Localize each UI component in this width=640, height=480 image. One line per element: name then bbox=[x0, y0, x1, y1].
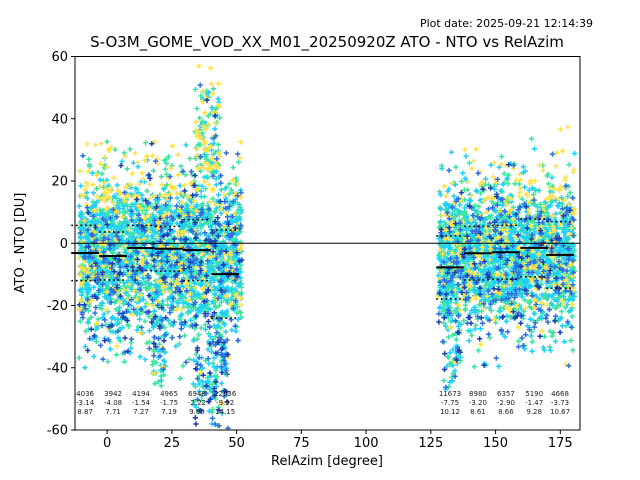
bin-stat-text: -7.75 bbox=[441, 399, 459, 407]
bin-stat-text: -1.75 bbox=[160, 399, 178, 407]
bin-stat-text: -3.73 bbox=[551, 399, 569, 407]
bin-statistics: 4036-3.148.87 3942-4.087.71 4194-1.547.27 4… bbox=[71, 218, 574, 416]
scatter-layer bbox=[76, 63, 578, 430]
x-tick-label: 0 bbox=[103, 436, 111, 451]
bin-stat-text: -2.90 bbox=[497, 399, 515, 407]
bin-stat-text: 8.87 bbox=[77, 408, 93, 416]
bin-stat-text: 8.61 bbox=[470, 408, 486, 416]
bin-stat-text: 6948 bbox=[188, 390, 206, 398]
scatter-points bbox=[76, 97, 573, 427]
y-tick-label: -20 bbox=[47, 299, 68, 314]
y-tick-label: -40 bbox=[47, 361, 68, 376]
bin-stat-text: 9.28 bbox=[526, 408, 542, 416]
x-tick-label: 75 bbox=[293, 436, 310, 451]
x-tick-label: 175 bbox=[548, 436, 573, 451]
plot-area: 4036-3.148.87 3942-4.087.71 4194-1.547.27 4… bbox=[47, 50, 581, 451]
x-tick-label: 50 bbox=[228, 436, 245, 451]
bin-stat-text: 7.71 bbox=[105, 408, 121, 416]
chart-title: S-O3M_GOME_VOD_XX_M01_20250920Z ATO - NT… bbox=[90, 33, 564, 52]
bin-stat-text: 8.66 bbox=[498, 408, 514, 416]
bin-stat-text: 7.19 bbox=[161, 408, 177, 416]
y-tick-label: 20 bbox=[51, 175, 68, 190]
x-tick-label: 25 bbox=[164, 436, 181, 451]
y-tick-label: 0 bbox=[60, 237, 68, 252]
y-tick-label: 40 bbox=[51, 112, 68, 127]
bin-stat-text: 7.27 bbox=[133, 408, 149, 416]
bin-stat-text: -3.14 bbox=[76, 399, 95, 407]
plot-date: Plot date: 2025-09-21 12:14:39 bbox=[420, 17, 593, 30]
bin-stat-text: 4194 bbox=[132, 390, 150, 398]
x-axis-label: RelAzim [degree] bbox=[271, 454, 383, 469]
bin-stat-text: -2.22 bbox=[188, 399, 206, 407]
bin-stat-text: 6357 bbox=[497, 390, 515, 398]
bin-stat-text: -1.47 bbox=[525, 399, 543, 407]
bin-stat-text: -4.08 bbox=[104, 399, 122, 407]
y-tick-label: 60 bbox=[51, 50, 68, 65]
bin-stat-text: 9.80 bbox=[189, 408, 205, 416]
x-tick-label: 150 bbox=[483, 436, 508, 451]
bin-stat-text: 10.67 bbox=[550, 408, 570, 416]
bin-stat-text: 22636 bbox=[214, 390, 237, 398]
bin-stat-text: 4668 bbox=[551, 390, 569, 398]
bin-stat-text: 3942 bbox=[104, 390, 122, 398]
bin-stat-text: -3.20 bbox=[469, 399, 487, 407]
x-tick-label: 100 bbox=[354, 436, 379, 451]
scatter-points bbox=[78, 82, 577, 430]
bin-stat-text: -1.54 bbox=[132, 399, 151, 407]
bin-stat-text: 4965 bbox=[160, 390, 178, 398]
scatter-points bbox=[76, 63, 578, 406]
bin-stat-text: 5190 bbox=[525, 390, 543, 398]
bin-stat-text: 10.12 bbox=[440, 408, 460, 416]
bin-stat-text: 8980 bbox=[469, 390, 487, 398]
bin-stat-text: 11673 bbox=[439, 390, 461, 398]
bin-stat-text: 4036 bbox=[76, 390, 94, 398]
y-axis-label: ATO - NTO [DU] bbox=[13, 193, 28, 294]
y-tick-label: -60 bbox=[47, 424, 68, 439]
x-tick-label: 125 bbox=[418, 436, 443, 451]
bin-stat-text: 14.15 bbox=[215, 408, 235, 416]
bin-stat-text: -9.92 bbox=[216, 399, 234, 407]
